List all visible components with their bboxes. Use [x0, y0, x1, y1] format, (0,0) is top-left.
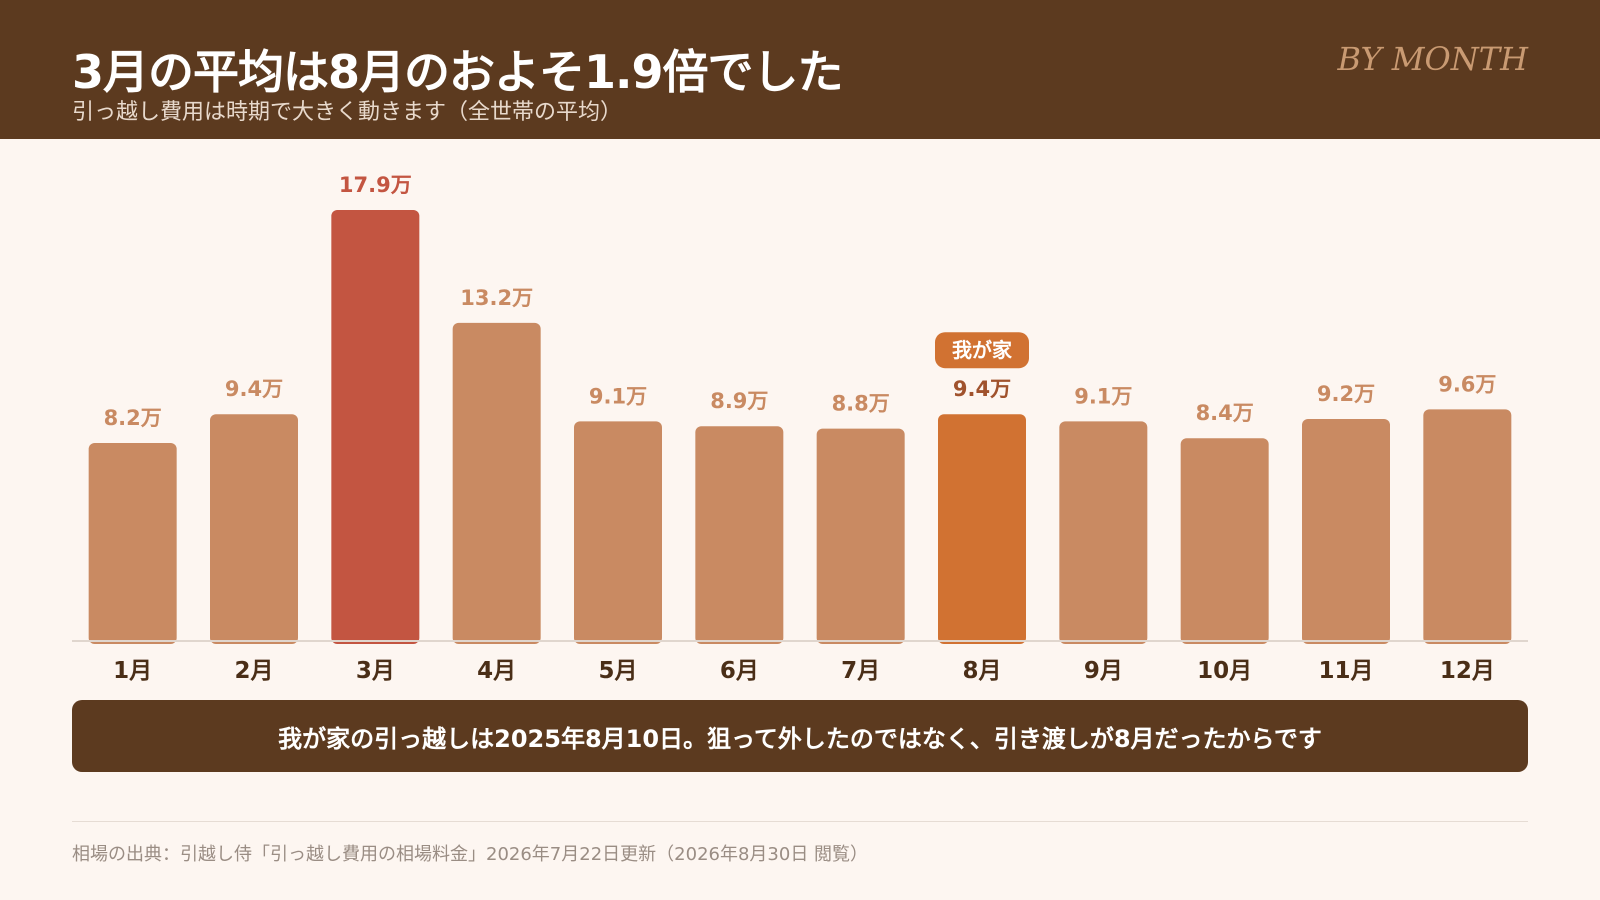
tick-label-3: 3月 [356, 658, 395, 684]
tick-label-1: 1月 [113, 658, 152, 684]
bar-11 [1302, 418, 1390, 644]
bar-2 [210, 414, 298, 644]
callout-banner: 我が家の引っ越しは2025年8月10日。狙って外したのではなく、引き渡しが8月だ… [72, 700, 1528, 772]
tick-label-2: 2月 [234, 658, 273, 684]
bar-7 [816, 428, 905, 644]
bar-5 [574, 421, 662, 644]
source-note: 相場の出典：引越し侍「引っ越し費用の相場料金」2026年7月22日更新（2026… [72, 844, 869, 865]
tick-label-4: 4月 [477, 658, 516, 684]
tick-label-8: 8月 [962, 658, 1001, 684]
tick-label-10: 10月 [1197, 658, 1252, 684]
callout-text: 我が家の引っ越しは2025年8月10日。狙って外したのではなく、引き渡しが8月だ… [278, 724, 1322, 753]
value-label-10: 8.4万 [1196, 401, 1254, 425]
tick-label-9: 9月 [1084, 658, 1123, 684]
tick-label-6: 6月 [720, 658, 759, 684]
own-badge-label: 我が家 [952, 338, 1013, 362]
bar-4 [452, 322, 541, 644]
value-label-1: 8.2万 [104, 406, 162, 430]
value-label-7: 8.8万 [832, 392, 890, 416]
header-bar: 3月の平均は8月のおよそ1.9倍でした 引っ越し費用は時期で大きく動きます（全世… [0, 0, 1600, 139]
tick-label-12: 12月 [1440, 658, 1495, 684]
bar-10 [1180, 438, 1269, 644]
footer-divider [72, 821, 1528, 822]
value-label-9: 9.1万 [1074, 384, 1132, 408]
tick-label-11: 11月 [1318, 658, 1373, 684]
bar-6 [695, 426, 784, 644]
bar-8 [938, 414, 1026, 644]
own-badge [935, 332, 1029, 369]
value-label-3: 17.9万 [339, 173, 412, 197]
value-label-8: 9.4万 [953, 377, 1011, 401]
monthly-cost-bar-chart: 8.2万 1月 9.4万 2月 17.9万 3月 13.2万 4月 9.1万 5月 8.9万 6月 8.… [72, 173, 1528, 684]
bar-3 [331, 210, 420, 644]
value-label-2: 9.4万 [225, 377, 283, 401]
page-title: 3月の平均は8月のおよそ1.9倍でした [72, 45, 844, 99]
tick-label-7: 7月 [841, 658, 880, 684]
value-label-4: 13.2万 [460, 286, 533, 310]
tick-label-5: 5月 [598, 658, 637, 684]
bar-1 [88, 443, 177, 644]
value-label-12: 9.6万 [1438, 372, 1496, 396]
bar-9 [1059, 421, 1148, 644]
value-label-6: 8.9万 [710, 389, 768, 413]
value-label-11: 9.2万 [1317, 382, 1375, 406]
page-subtitle: 引っ越し費用は時期で大きく動きます（全世帯の平均） [72, 100, 623, 125]
bar-12 [1423, 409, 1512, 644]
value-label-5: 9.1万 [589, 384, 647, 408]
eyebrow-label: BY MONTH [1337, 40, 1529, 78]
